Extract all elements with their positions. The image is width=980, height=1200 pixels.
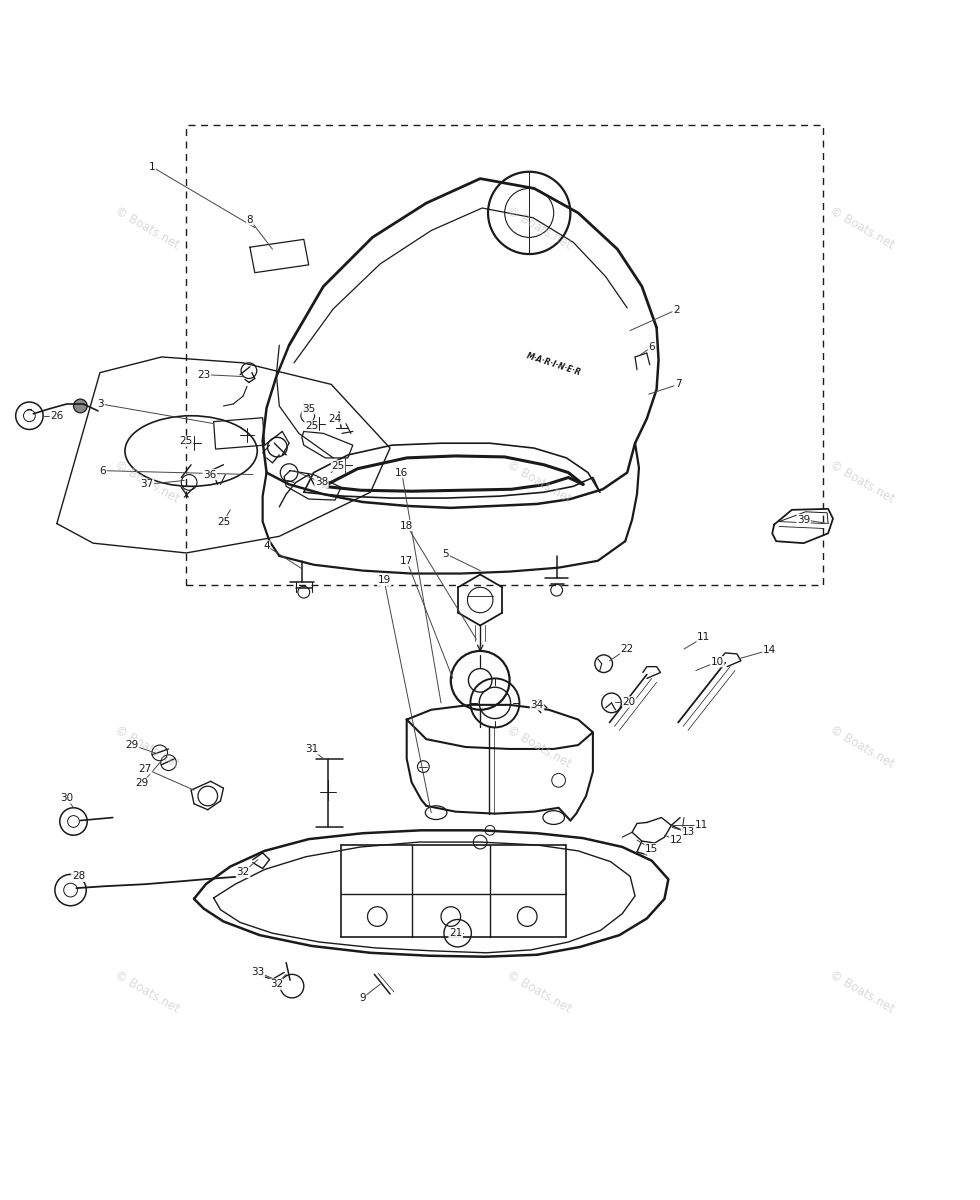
Text: © Boats.net: © Boats.net — [828, 204, 897, 251]
Text: 31: 31 — [305, 744, 318, 754]
Text: 30: 30 — [60, 793, 74, 803]
Text: 2: 2 — [673, 305, 679, 314]
Text: © Boats.net: © Boats.net — [505, 724, 573, 770]
Text: 6: 6 — [649, 342, 655, 352]
Text: 25: 25 — [305, 420, 318, 431]
Text: 9: 9 — [360, 992, 366, 1003]
Text: 5: 5 — [443, 548, 449, 559]
Text: 1: 1 — [149, 162, 155, 172]
Text: 33: 33 — [251, 967, 265, 977]
Text: © Boats.net: © Boats.net — [828, 458, 897, 506]
Text: 25: 25 — [331, 461, 345, 470]
Text: 17: 17 — [400, 556, 414, 565]
Text: 32: 32 — [236, 868, 250, 877]
Text: 29: 29 — [135, 779, 149, 788]
Text: 34: 34 — [530, 700, 544, 710]
Text: 27: 27 — [138, 763, 152, 774]
Text: 37: 37 — [140, 479, 154, 490]
Text: © Boats.net: © Boats.net — [505, 458, 573, 506]
Text: 36: 36 — [203, 469, 217, 480]
Circle shape — [74, 400, 87, 413]
Text: 7: 7 — [675, 379, 681, 389]
Text: 3: 3 — [98, 398, 104, 409]
Text: 12: 12 — [669, 835, 683, 845]
Text: 22: 22 — [620, 644, 634, 654]
Text: 10: 10 — [710, 656, 724, 667]
Text: © Boats.net: © Boats.net — [113, 458, 181, 506]
Text: © Boats.net: © Boats.net — [828, 968, 897, 1015]
Text: 26: 26 — [50, 410, 64, 421]
Text: 39: 39 — [797, 515, 810, 524]
Text: 13: 13 — [681, 827, 695, 838]
Text: © Boats.net: © Boats.net — [828, 724, 897, 770]
Text: © Boats.net: © Boats.net — [113, 724, 181, 770]
Text: 11: 11 — [695, 821, 709, 830]
Text: 24: 24 — [328, 414, 342, 424]
Text: © Boats.net: © Boats.net — [505, 204, 573, 251]
Text: 6: 6 — [100, 466, 106, 475]
Text: 18: 18 — [400, 521, 414, 530]
Text: M·A·R·I·N·E·R: M·A·R·I·N·E·R — [525, 352, 582, 378]
Text: © Boats.net: © Boats.net — [113, 968, 181, 1015]
Text: 23: 23 — [197, 370, 211, 379]
Text: © Boats.net: © Boats.net — [505, 968, 573, 1015]
Text: 4: 4 — [264, 541, 270, 551]
Text: 35: 35 — [302, 404, 316, 414]
Text: 38: 38 — [315, 478, 328, 487]
Text: © Boats.net: © Boats.net — [113, 204, 181, 251]
Text: 29: 29 — [125, 740, 139, 750]
Circle shape — [468, 668, 492, 692]
Text: 19: 19 — [377, 575, 391, 586]
Text: 25: 25 — [217, 516, 230, 527]
Text: 15: 15 — [645, 844, 659, 854]
Text: 14: 14 — [762, 644, 776, 655]
Text: 11: 11 — [697, 632, 710, 642]
Text: 25: 25 — [179, 437, 193, 446]
Text: 21: 21 — [449, 929, 463, 938]
Text: 32: 32 — [270, 979, 283, 989]
Text: 8: 8 — [247, 215, 253, 224]
Text: 28: 28 — [72, 871, 85, 881]
Text: 20: 20 — [622, 697, 636, 707]
Text: 16: 16 — [395, 468, 409, 478]
